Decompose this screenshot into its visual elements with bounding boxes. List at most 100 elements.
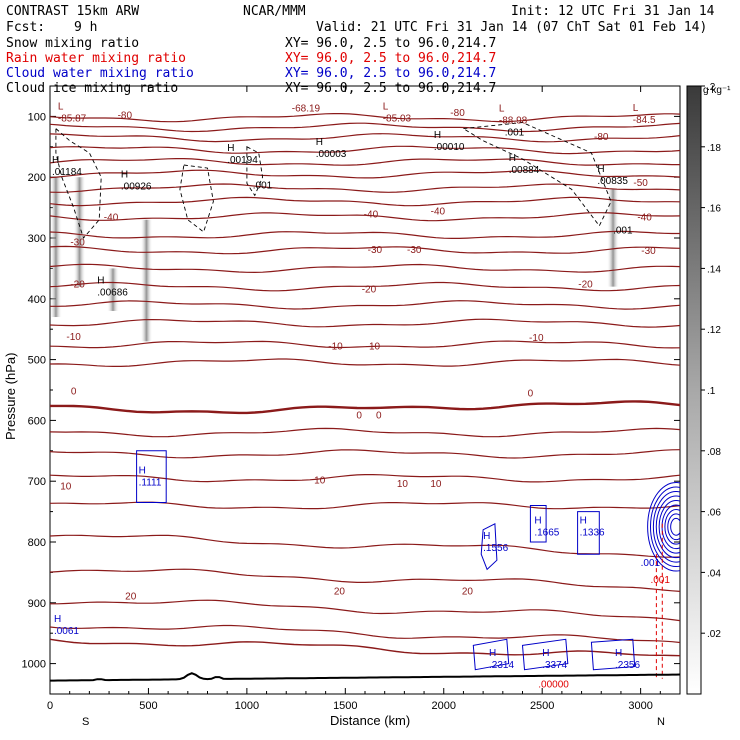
colorbar-tick-label: .12 [707,325,721,336]
extremum-value: .01184 [52,167,82,178]
temperature-contour [50,113,680,123]
temperature-contour [50,427,680,438]
colorbar-ticks: .2 .18 .16 .14 .12 .1 .08 .06 .04 .02 [701,82,721,640]
cloud-water-contour [590,638,636,671]
field-xy-snow: XY= 96.0, 2.5 to 96.0,214.7 [285,36,496,51]
temperature-label: -10 [328,342,343,353]
extrema-labels: L-85.87L-85.03L-88.98L-84.5H.01184H.0019… [52,102,656,672]
north-label: N [657,716,665,728]
extremum-value: .00686 [97,287,128,298]
extremum-kind: H [597,164,604,175]
extremum-value: -85.03 [383,114,412,125]
cloud-water-contours [136,450,680,671]
extremum-kind: H [615,648,622,659]
colorbar-tick-label: .1 [707,386,716,397]
extremum-value: .1665 [534,528,559,539]
cloud-ice-contour [462,122,612,227]
temperature-contour [50,400,680,415]
field-name-snow: Snow mixing ratio [6,36,139,51]
cloud-water-contour [529,505,547,543]
temperature-label: 0 [71,387,77,398]
temperature-contour [50,145,680,155]
cloud-ice-contour [246,146,264,197]
extremum-value: .3374 [542,660,567,671]
cloud-water-contour [521,638,569,671]
extremum-value: -84.5 [633,115,656,126]
cloud-water-contour [480,523,498,571]
colorbar-tick-label: .08 [707,447,721,458]
temperature-label: -40 [637,213,652,224]
cloud-ice-contour [179,164,214,233]
extremum-value: -85.87 [58,114,87,125]
temperature-label: -40 [364,210,379,221]
y-tick-labels: 100 200 300 400 500 600 700 800 900 1000 [22,111,46,670]
colorbar-tick-label: .2 [707,82,716,93]
temperature-label: 10 [397,479,409,490]
cloud-water-contour [647,482,680,572]
temperature-label: -30 [70,238,85,249]
cloud-water-contour [664,508,680,545]
colorbar-tick-label: .16 [707,204,721,215]
temperature-label: -80 [118,111,133,122]
colorbar-tick-label: .06 [707,508,721,519]
temperature-label: -68.19 [292,103,321,114]
center-name: NCAR/MMM [243,4,306,19]
temperature-contour [50,300,680,310]
extremum-kind: H [434,130,441,141]
temperature-label: -10 [66,332,81,343]
snow-column [607,189,620,287]
contour-value-label: .001 [505,128,525,139]
temperature-label: -80 [450,108,465,119]
y-tick-label: 500 [28,355,46,367]
snow-column [140,219,153,342]
temperature-labels: -80 -68.19 -80 -80 -50 -40 -40 -40 -40 -30 -30 -30 -… [60,103,656,602]
colorbar-unit: g kg⁻¹ [703,85,731,96]
temperature-contour [50,133,680,143]
temperature-label: 0 [356,410,362,421]
extremum-kind: L [633,103,639,114]
contour-value-label: .001 [650,575,670,586]
temperature-label: -30 [641,246,656,257]
snow-column [73,177,86,287]
snow-shading [50,177,620,342]
extremum-value: .00010 [434,142,465,153]
field-xy-cloud-water: XY= 96.0, 2.5 to 96.0,214.7 [285,66,496,81]
temperature-contour [50,122,680,133]
cloud-water-contour [655,495,680,559]
extremum-kind: H [534,516,541,527]
y-tick-label: 800 [28,537,46,549]
extremum-kind: L [58,102,64,113]
temperature-label: -20 [578,280,593,291]
x-axis-label: Distance (km) [330,713,410,728]
x-tick-label: 3000 [628,700,652,712]
temperature-contour [50,568,680,592]
temperature-contour [50,358,680,367]
x-tick-label: 2000 [432,700,456,712]
extremum-kind: H [483,531,490,542]
y-axis-label: Pressure (hPa) [3,353,18,440]
cloud-ice-contour [55,127,102,239]
temperature-contour [50,449,680,459]
colorbar-tick-label: .14 [707,264,721,275]
cloud-water-contour [658,499,680,554]
contour-value-label: .001 [613,225,633,236]
temperature-label: -40 [431,207,446,218]
extremum-kind: H [580,516,587,527]
temperature-label: -50 [633,178,648,189]
valid-time: Valid: 21 UTC Fri 31 Jan 14 (07 ChT Sat … [316,20,707,35]
x-tick-label: 0 [47,700,53,712]
extremum-value: .1336 [580,528,605,539]
y-tick-label: 100 [28,111,46,123]
y-tick-label: 600 [28,415,46,427]
cloud-water-contour [667,513,680,541]
south-label: S [82,716,89,728]
extremum-value: .00194 [227,155,258,166]
x-tick-label: 1000 [235,700,259,712]
extremum-value: .0061 [54,626,79,637]
extremum-kind: L [499,103,505,114]
temperature-contour [50,158,680,166]
cloud-water-contour [650,486,680,568]
rain-contours [655,523,663,679]
